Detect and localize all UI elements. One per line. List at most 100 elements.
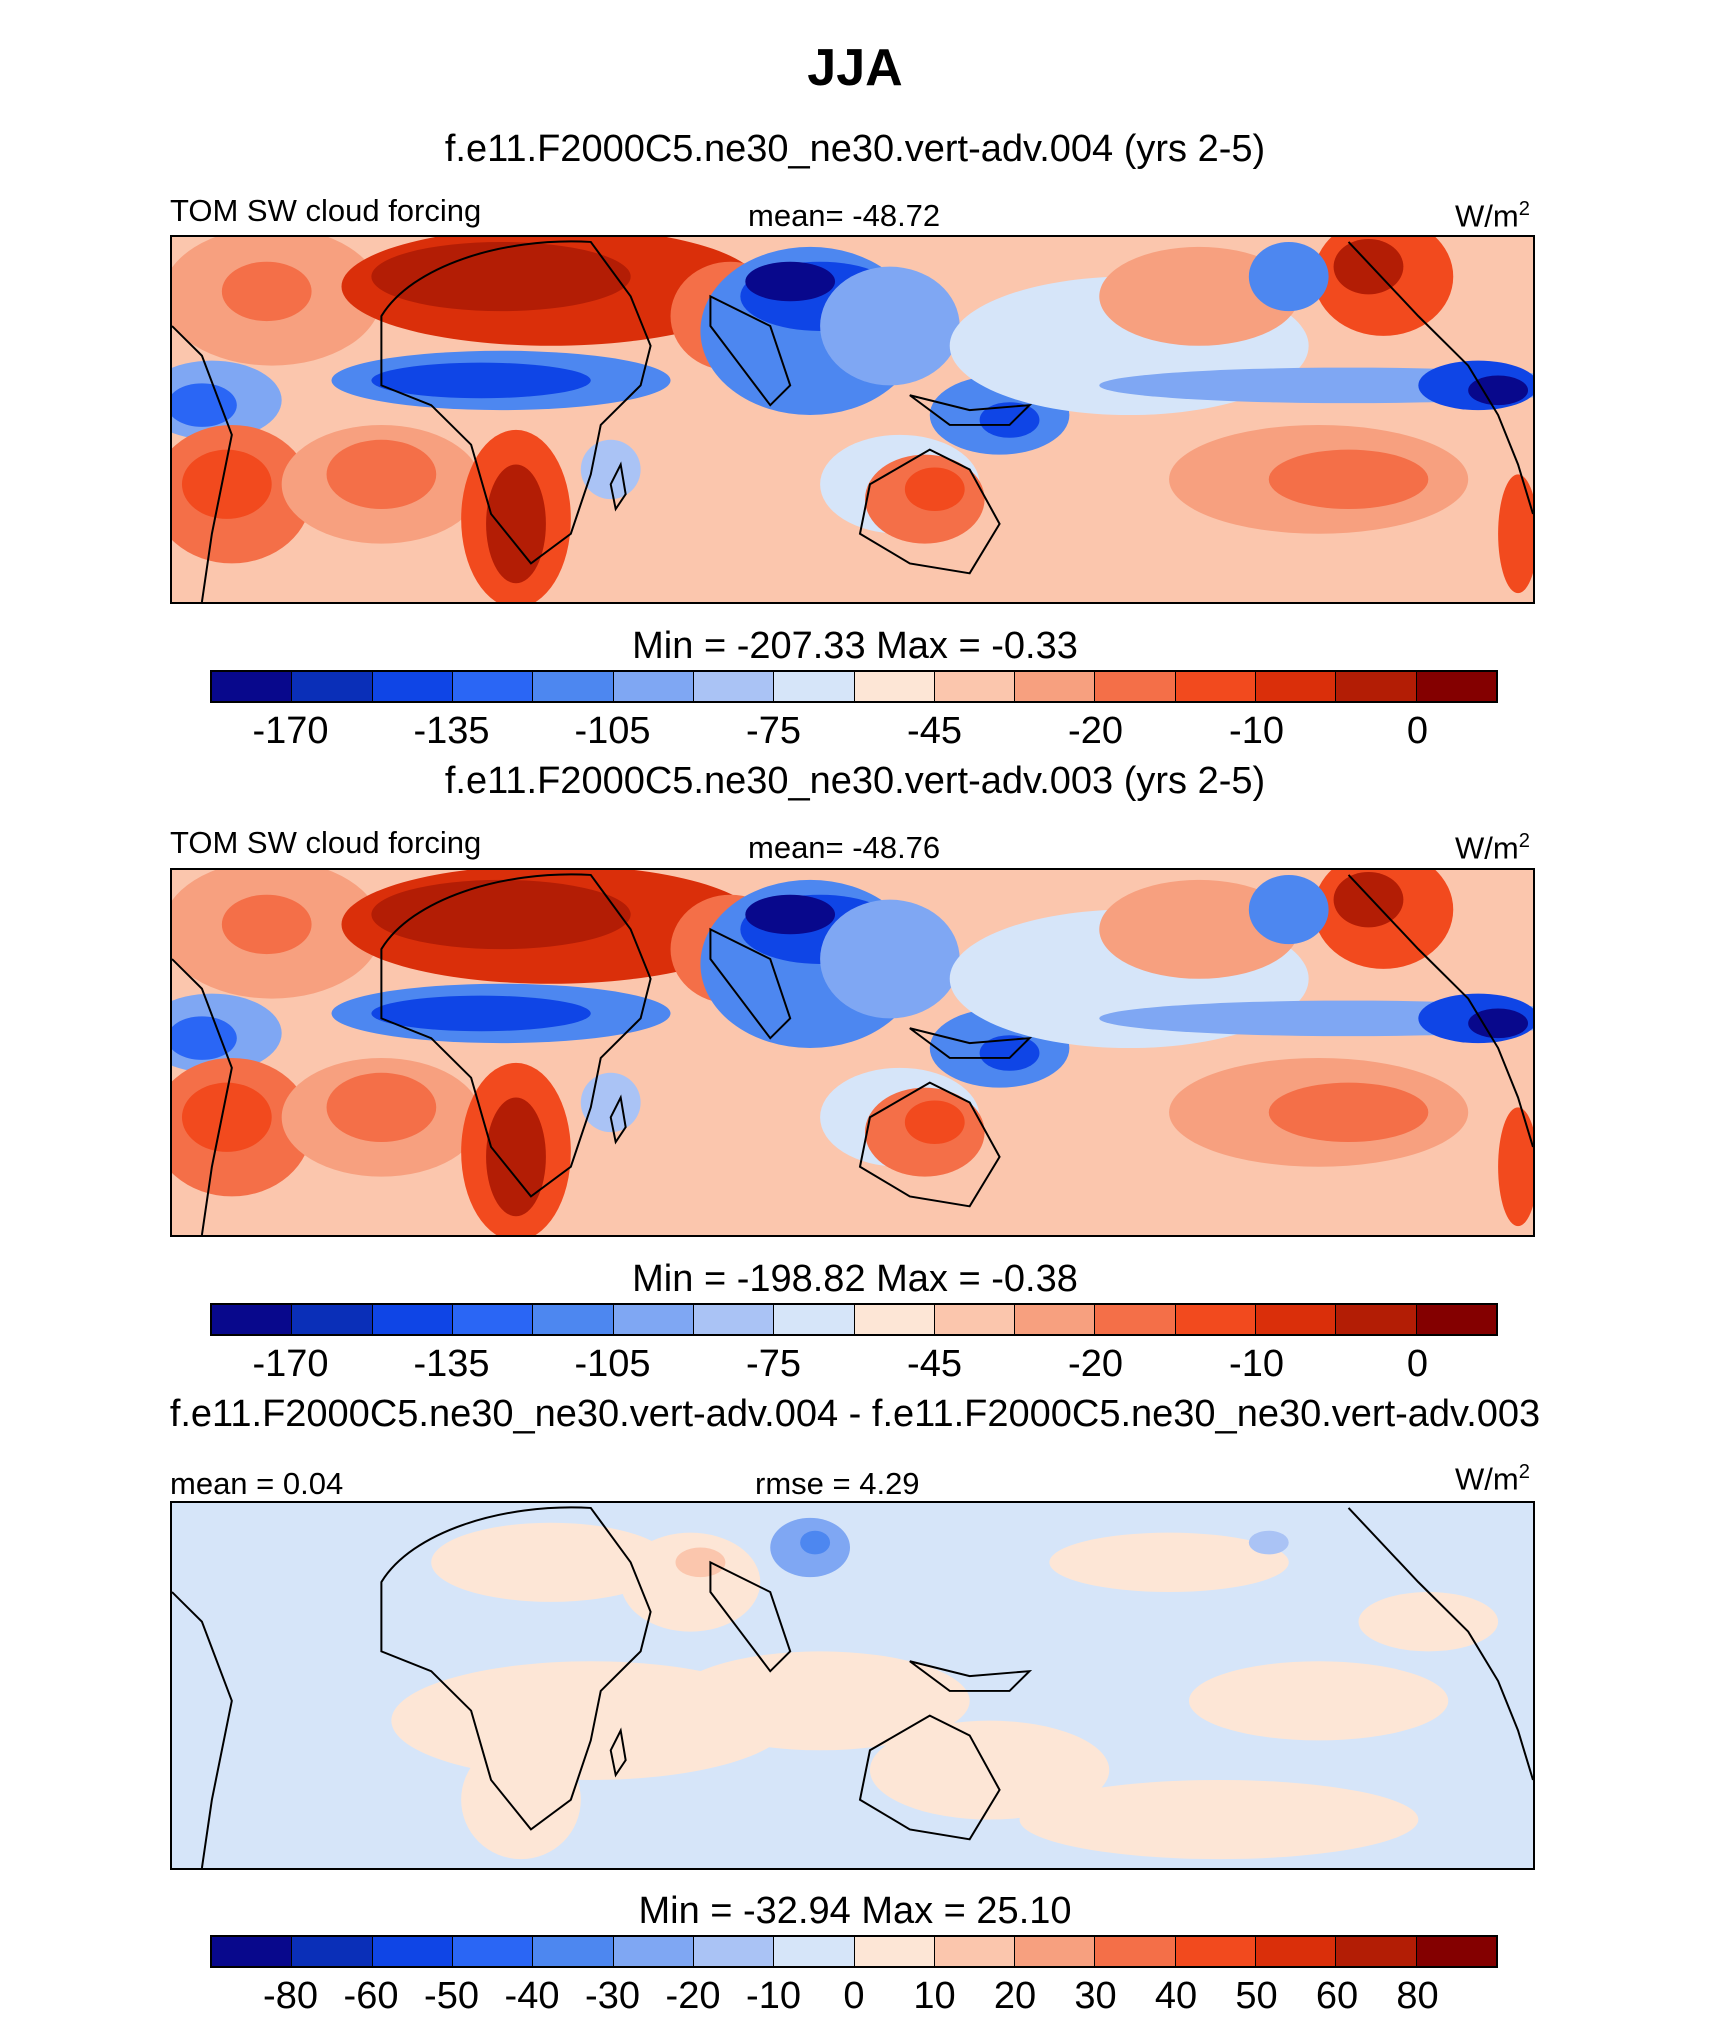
colorbar-swatch <box>693 1937 775 1966</box>
colorbar-swatch <box>613 1937 694 1966</box>
colorbar-tick-label: 0 <box>843 1975 865 2017</box>
colorbar-swatch <box>1095 672 1176 701</box>
colorbar-tick-label: 0 <box>1406 1343 1429 1385</box>
colorbar-tick-label: -20 <box>665 1975 721 2017</box>
colorbar-tick-label: 60 <box>1315 1975 1359 2017</box>
panel3-case-title: f.e11.F2000C5.ne30_ne30.vert-adv.004 - f… <box>169 1393 1541 1435</box>
colorbar-tick-label: 20 <box>993 1975 1037 2017</box>
colorbar-tick-label: 30 <box>1074 1975 1117 2017</box>
colorbar-swatch <box>1256 1937 1337 1966</box>
colorbar-swatch <box>533 1937 614 1966</box>
colorbar-swatch <box>372 1305 453 1334</box>
colorbar-swatch <box>693 1305 775 1334</box>
panel1-colorbar <box>210 670 1498 703</box>
colorbar-swatch <box>613 672 694 701</box>
colorbar-swatch <box>533 1305 614 1334</box>
colorbar-swatch <box>292 1937 373 1966</box>
colorbar-swatch <box>533 672 614 701</box>
colorbar-tick-label: -40 <box>504 1975 560 2017</box>
panel3-rmse-label: rmse = 4.29 <box>755 1466 920 1501</box>
colorbar-tick-label: 10 <box>913 1975 956 2017</box>
colorbar-swatch <box>854 672 935 701</box>
colorbar-swatch <box>613 1305 694 1334</box>
panel2-case-title: f.e11.F2000C5.ne30_ne30.vert-adv.003 (yr… <box>444 760 1266 802</box>
colorbar-swatch <box>1416 1937 1496 1966</box>
colorbar-swatch <box>934 672 1016 701</box>
colorbar-swatch <box>212 1937 293 1966</box>
colorbar-tick-label: -170 <box>252 710 329 752</box>
panel1-variable-label: TOM SW cloud forcing <box>170 193 482 228</box>
colorbar-swatch <box>1175 1937 1257 1966</box>
colorbar-swatch <box>372 1937 453 1966</box>
colorbar-swatch <box>1416 1305 1496 1334</box>
colorbar-tick-label: -45 <box>907 710 962 752</box>
colorbar-tick-label: -10 <box>746 1975 801 2017</box>
panel3-map <box>170 1501 1535 1870</box>
panel1-minmax: Min = -207.33 Max = -0.33 <box>632 625 1078 667</box>
panel1-map <box>170 235 1535 604</box>
colorbar-tick-label: 40 <box>1154 1975 1198 2017</box>
colorbar-tick-label: -135 <box>413 1343 490 1385</box>
panel1-case-title: f.e11.F2000C5.ne30_ne30.vert-adv.004 (yr… <box>444 128 1266 170</box>
colorbar-swatch <box>1175 1305 1257 1334</box>
colorbar-tick-label: -10 <box>1229 710 1284 752</box>
panel2-map <box>170 868 1535 1237</box>
panel3-mean-label: mean = 0.04 <box>170 1466 344 1501</box>
panel2-mean-label: mean= -48.76 <box>748 830 941 865</box>
colorbar-swatch <box>1095 1305 1176 1334</box>
colorbar-swatch <box>1336 1937 1417 1966</box>
panel2-variable-label: TOM SW cloud forcing <box>170 825 482 860</box>
colorbar-swatch <box>774 1937 855 1966</box>
colorbar-swatch <box>854 1305 935 1334</box>
panel2-units-label: W/m2 <box>1455 830 1530 866</box>
colorbar-tick-label: -60 <box>343 1975 399 2017</box>
colorbar-swatch <box>1256 1305 1337 1334</box>
colorbar-tick-label: -50 <box>424 1975 479 2017</box>
colorbar-tick-label: -80 <box>263 1975 318 2017</box>
colorbar-tick-label: -105 <box>574 710 651 752</box>
colorbar-swatch <box>1336 672 1417 701</box>
figure-title: JJA <box>807 39 903 97</box>
colorbar-swatch <box>452 1937 534 1966</box>
colorbar-swatch <box>452 1305 534 1334</box>
colorbar-tick-label: 0 <box>1406 710 1429 752</box>
colorbar-swatch <box>774 672 855 701</box>
colorbar-tick-label: -20 <box>1068 710 1123 752</box>
panel1-units-label: W/m2 <box>1455 198 1530 234</box>
colorbar-swatch <box>934 1937 1016 1966</box>
colorbar-swatch <box>934 1305 1016 1334</box>
panel3-units-label: W/m2 <box>1455 1461 1530 1497</box>
colorbar-swatch <box>1416 672 1496 701</box>
colorbar-swatch <box>854 1937 935 1966</box>
panel3-minmax: Min = -32.94 Max = 25.10 <box>638 1890 1072 1932</box>
colorbar-tick-label: -75 <box>746 710 801 752</box>
colorbar-swatch <box>1336 1305 1417 1334</box>
colorbar-tick-label: -30 <box>585 1975 640 2017</box>
colorbar-swatch <box>1095 1937 1176 1966</box>
colorbar-tick-label: -105 <box>574 1343 651 1385</box>
colorbar-swatch <box>1015 1305 1096 1334</box>
panel2-colorbar <box>210 1303 1498 1336</box>
panel1-mean-label: mean= -48.72 <box>748 198 941 233</box>
colorbar-swatch <box>1015 1937 1096 1966</box>
colorbar-swatch <box>212 672 293 701</box>
colorbar-swatch <box>212 1305 293 1334</box>
colorbar-swatch <box>372 672 453 701</box>
panel3-colorbar <box>210 1935 1498 1968</box>
colorbar-tick-label: -135 <box>413 710 490 752</box>
colorbar-tick-label: 80 <box>1396 1975 1439 2017</box>
colorbar-tick-label: -20 <box>1068 1343 1123 1385</box>
colorbar-swatch <box>1015 672 1096 701</box>
colorbar-tick-label: -45 <box>907 1343 962 1385</box>
colorbar-swatch <box>1256 672 1337 701</box>
colorbar-tick-label: -170 <box>252 1343 329 1385</box>
colorbar-tick-label: -10 <box>1229 1343 1284 1385</box>
colorbar-swatch <box>774 1305 855 1334</box>
colorbar-swatch <box>292 1305 373 1334</box>
panel2-minmax: Min = -198.82 Max = -0.38 <box>632 1258 1078 1300</box>
colorbar-tick-label: 50 <box>1235 1975 1278 2017</box>
colorbar-tick-label: -75 <box>746 1343 801 1385</box>
colorbar-swatch <box>1175 672 1257 701</box>
colorbar-swatch <box>292 672 373 701</box>
colorbar-swatch <box>452 672 534 701</box>
